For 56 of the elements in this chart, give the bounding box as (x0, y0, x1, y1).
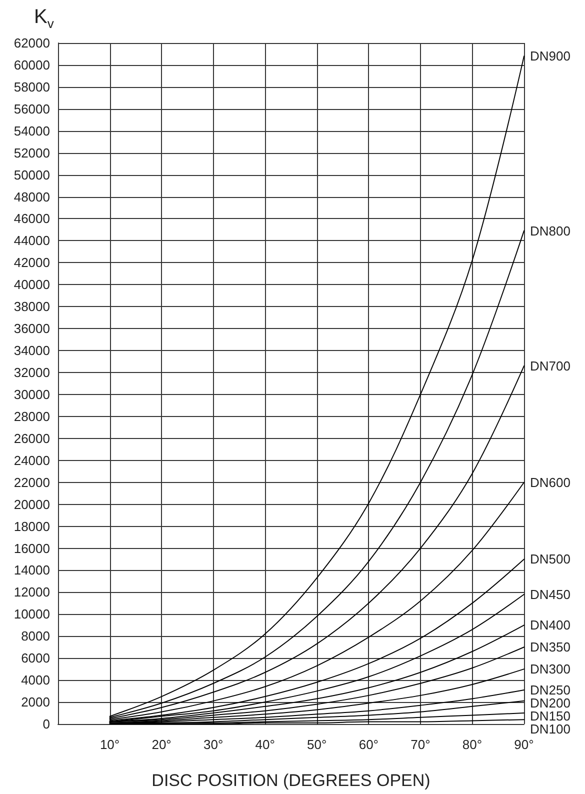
y-tick-label: 26000 (14, 430, 50, 446)
series-label: DN250 (530, 682, 570, 698)
y-tick-label: 2000 (21, 694, 50, 710)
y-tick-label: 54000 (14, 123, 50, 138)
series-label: DN200 (530, 695, 570, 710)
y-tick-label: 40000 (14, 277, 50, 292)
y-tick-label: 28000 (14, 408, 50, 424)
y-tick-label: 16000 (14, 540, 50, 556)
x-tick-label: 30° (203, 737, 224, 752)
y-tick-label: 20000 (14, 496, 50, 512)
x-tick-label: 40° (255, 737, 275, 752)
y-tick-label: 10000 (14, 606, 50, 622)
y-tick-label: 14000 (14, 562, 50, 578)
y-tick-label: 42000 (14, 255, 50, 270)
y-tick-label: 8000 (21, 628, 50, 644)
y-tick-label: 4000 (21, 672, 50, 688)
x-tick-label: 20° (152, 737, 172, 752)
series-label: DN900 (530, 48, 570, 64)
y-axis-title: K$_{v}$ (34, 6, 54, 31)
x-tick-label: 60° (358, 737, 379, 752)
y-tick-label: 48000 (14, 189, 50, 204)
x-tick-label: 50° (307, 737, 327, 752)
y-tick-label: 32000 (14, 365, 50, 380)
y-tick-label: 46000 (14, 211, 50, 226)
x-tick-label: 10° (100, 737, 120, 752)
y-tick-label: 38000 (14, 299, 50, 314)
series-label: DN500 (530, 552, 570, 567)
series-label: DN300 (530, 662, 570, 677)
y-tick-label: 36000 (14, 321, 50, 336)
series-label: DN600 (530, 474, 570, 490)
y-tick-label: 22000 (14, 474, 50, 490)
y-tick-label: 18000 (14, 518, 50, 534)
y-tick-label: 60000 (14, 57, 50, 72)
y-tick-label: 12000 (14, 584, 50, 600)
series-label: DN450 (530, 586, 570, 602)
y-tick-label: 52000 (14, 145, 50, 160)
x-tick-label: 80° (462, 737, 482, 752)
series-label: DN800 (530, 223, 570, 238)
y-tick-label: 24000 (14, 452, 50, 468)
y-tick-label: 34000 (14, 343, 50, 358)
y-tick-label: 6000 (21, 650, 50, 666)
y-tick-label: 56000 (14, 101, 50, 116)
series-label: DN400 (530, 618, 570, 633)
x-tick-label: 90° (514, 737, 534, 752)
y-tick-label: 62000 (14, 36, 50, 50)
series-label: DN700 (530, 358, 570, 374)
y-tick-label: 0 (42, 716, 50, 732)
series-label: DN150 (530, 708, 570, 724)
series-label: DN100 (530, 721, 570, 736)
y-tick-label: 44000 (14, 233, 50, 248)
x-axis-title: DISC POSITION (DEGREES OPEN) (152, 771, 430, 790)
x-tick-label: 70° (410, 737, 430, 752)
y-tick-label: 50000 (14, 167, 50, 182)
series-label: DN350 (530, 640, 570, 655)
y-tick-label: 58000 (14, 79, 50, 94)
y-tick-label: 30000 (14, 386, 50, 402)
